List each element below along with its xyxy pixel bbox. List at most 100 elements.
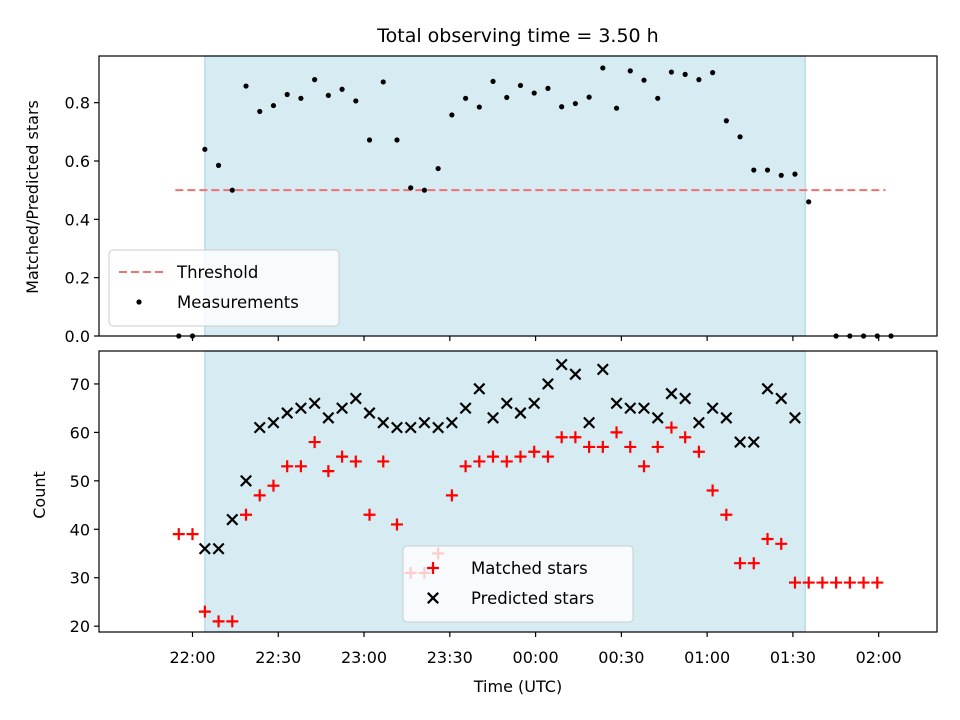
x-tick-label: 01:00 (684, 648, 730, 667)
x-tick-label: 02:00 (856, 648, 902, 667)
data-point (294, 402, 307, 415)
data-point (487, 450, 500, 463)
data-point (665, 387, 678, 400)
data-point (212, 615, 225, 628)
data-point (229, 187, 235, 193)
data-point (775, 537, 788, 550)
data-point (706, 484, 719, 497)
data-point (747, 436, 760, 449)
data-point (240, 508, 253, 521)
data-point (583, 440, 596, 453)
data-point (322, 465, 335, 478)
data-point (226, 513, 239, 526)
axes-frame (98, 350, 938, 633)
data-point (462, 95, 469, 101)
legend-box (402, 545, 634, 623)
data-point (504, 94, 510, 101)
data-point (435, 165, 441, 172)
data-point (308, 436, 321, 449)
data-point (710, 70, 716, 76)
y-tick-label: 0.8 (65, 94, 90, 113)
data-point (226, 615, 239, 628)
data-point (871, 576, 884, 589)
data-point (531, 90, 537, 96)
data-point (202, 146, 208, 152)
data-point (541, 377, 554, 390)
data-point (490, 78, 496, 84)
data-point (353, 98, 359, 104)
x-tick-label: 23:00 (341, 648, 387, 667)
data-point (761, 382, 774, 395)
data-point (559, 104, 565, 110)
data-point (600, 65, 606, 71)
data-point (517, 82, 524, 89)
count-panel: 20 30 40 50 60 70 22:00 22:30 23:00 23:30 00:00 00:… (70, 350, 938, 667)
data-point (212, 542, 225, 555)
data-point (775, 392, 788, 405)
data-point (788, 576, 801, 589)
data-point (569, 431, 582, 444)
data-point (349, 392, 362, 405)
data-point (613, 105, 620, 111)
data-point (528, 445, 541, 458)
data-point (638, 460, 650, 473)
y-tick-label: 70 (70, 375, 90, 394)
data-point (421, 187, 428, 193)
data-point (651, 440, 664, 453)
x-axis-title: Time (UTC) (473, 677, 562, 696)
data-point (651, 411, 664, 424)
data-point (198, 605, 211, 618)
x-tick-label: 22:00 (169, 648, 215, 667)
data-point (572, 100, 578, 107)
data-point (857, 576, 870, 589)
data-point (692, 445, 705, 458)
data-point (541, 450, 554, 463)
data-point (624, 440, 637, 453)
data-point (186, 528, 199, 541)
data-point (377, 455, 390, 468)
data-point (751, 167, 757, 173)
data-point (668, 69, 675, 75)
legend-marker-swatch (427, 562, 439, 574)
data-point (500, 455, 513, 468)
data-point (284, 91, 290, 98)
y-tick-label: 0.0 (65, 327, 90, 346)
data-point (377, 416, 390, 429)
legend-marker-swatch (136, 299, 142, 305)
legend: Threshold Measurements (108, 249, 340, 327)
data-point (325, 92, 331, 98)
data-point (308, 397, 321, 410)
y-tick-label: 40 (70, 520, 90, 539)
data-point (339, 86, 345, 92)
x-tick-label: 00:00 (513, 648, 559, 667)
axes-frame (98, 55, 938, 337)
data-point (764, 167, 771, 173)
data-point (624, 402, 637, 415)
data-point (473, 382, 486, 395)
legend-label: Threshold (176, 263, 258, 282)
legend-label: Predicted stars (471, 589, 594, 608)
y-tick-label: 0.2 (65, 269, 90, 288)
data-point (487, 411, 500, 424)
data-point (253, 489, 266, 502)
data-point (281, 407, 294, 419)
data-point (692, 416, 705, 429)
data-point (390, 518, 403, 531)
x-tick-label: 22:30 (255, 648, 301, 667)
data-point (778, 172, 784, 178)
data-point (408, 185, 414, 191)
x-tick-label: 23:30 (427, 648, 473, 667)
data-point (215, 162, 222, 168)
data-point (734, 436, 747, 449)
data-point (312, 77, 318, 83)
data-point (583, 416, 596, 429)
data-point (267, 479, 280, 492)
data-point (830, 576, 843, 589)
data-point (641, 77, 647, 83)
data-point (596, 363, 609, 376)
data-point (555, 431, 568, 444)
data-point (665, 421, 678, 434)
data-point (655, 95, 661, 101)
data-point (802, 576, 815, 589)
